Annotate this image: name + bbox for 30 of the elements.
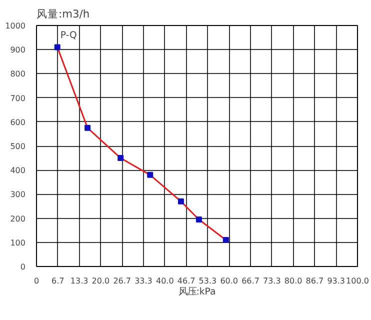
y-tick-label: 700 xyxy=(10,94,26,103)
x-tick-label: 20.0 xyxy=(92,276,110,286)
x-tick-label: 26.7 xyxy=(113,276,132,286)
y-tick-label: 1000 xyxy=(5,22,26,30)
y-tick-label: 300 xyxy=(10,190,26,200)
x-tick-label: 53.3 xyxy=(198,276,217,286)
y-tick-label: 800 xyxy=(10,70,26,79)
y-tick-label: 900 xyxy=(10,46,26,55)
x-tick-label: 33.3 xyxy=(134,276,152,286)
y-tick-label: 500 xyxy=(10,142,26,151)
x-tick-label: 13.3 xyxy=(70,276,88,286)
x-tick-label: 0 xyxy=(34,276,40,286)
x-tick-label: 66.7 xyxy=(242,276,260,286)
y-tick-label: 600 xyxy=(10,118,26,127)
annotation: P-Q xyxy=(60,30,77,42)
y-tick-label: 200 xyxy=(10,214,26,224)
x-tick-label: 60.0 xyxy=(220,276,238,286)
y-tick-label: 100 xyxy=(10,238,26,248)
x-tick-label: 40.0 xyxy=(156,276,174,286)
x-tick-label: 86.7 xyxy=(306,276,324,286)
y-tick-label: 400 xyxy=(10,166,26,176)
x-tick-label: 6.7 xyxy=(52,276,64,286)
x-tick-label: 80.0 xyxy=(284,276,302,286)
x-axis-title: 风压:kPa xyxy=(178,286,216,298)
y-tick-label: 0 xyxy=(20,262,26,272)
x-tick-label: 93.3 xyxy=(327,276,346,286)
y-axis-title: 风量:m3/h xyxy=(36,8,90,20)
x-tick-label: 100.0 xyxy=(346,276,369,286)
x-tick-label: 73.3 xyxy=(262,276,281,286)
x-tick-label: 46.7 xyxy=(177,276,196,286)
